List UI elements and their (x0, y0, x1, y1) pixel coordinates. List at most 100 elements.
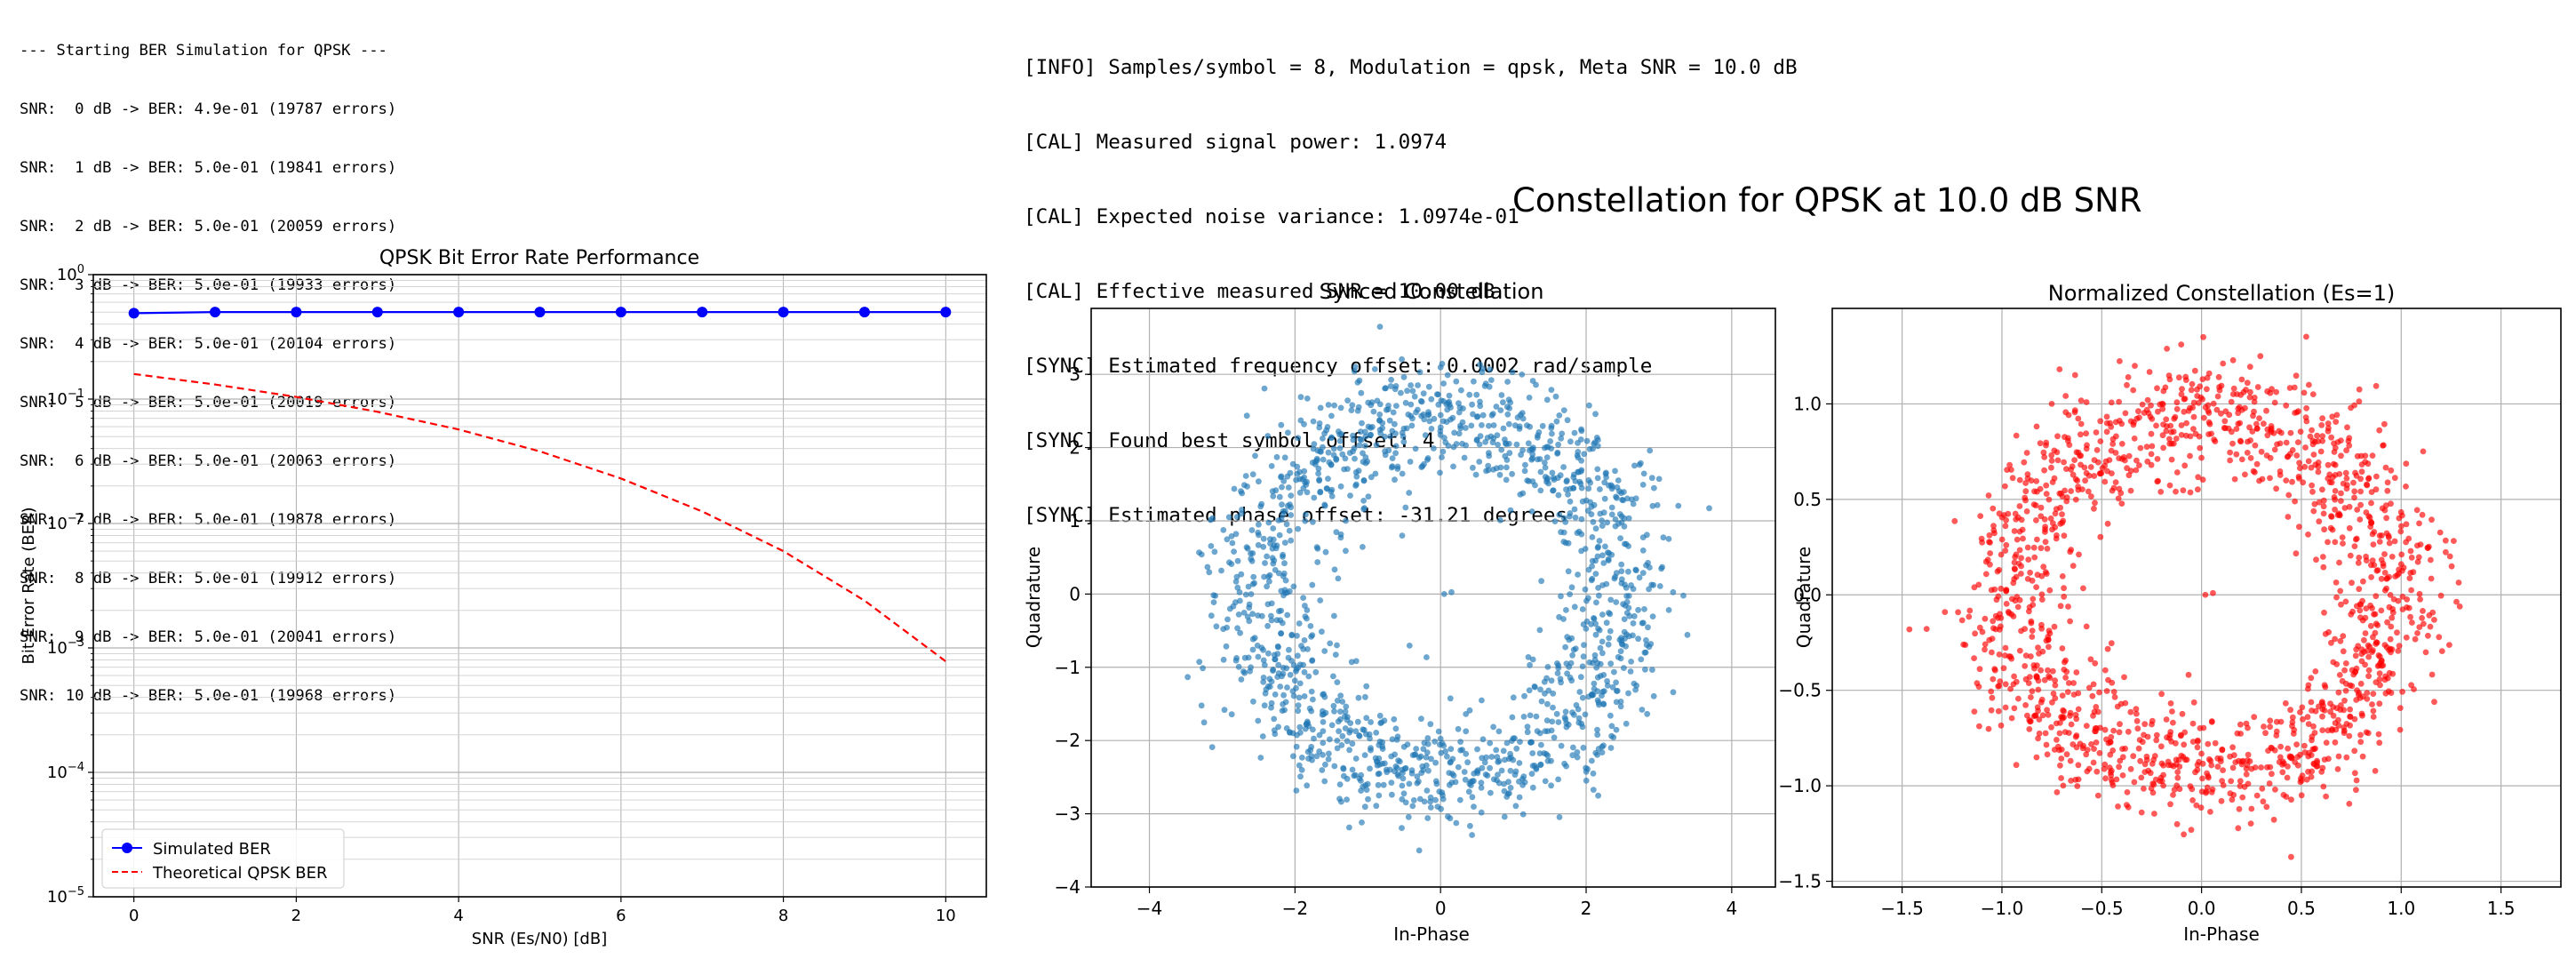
constellation-point (1473, 436, 1480, 443)
constellation-point (1233, 514, 1240, 521)
constellation-point (1278, 473, 1285, 480)
constellation-point (2163, 716, 2170, 723)
constellation-point (2340, 648, 2347, 655)
constellation-point (2070, 680, 2078, 686)
constellation-point (1516, 794, 1523, 801)
constellation-point (1276, 531, 1283, 539)
constellation-point (1542, 460, 1548, 466)
console-line: [CAL] Measured signal power: 1.0974 (1024, 131, 1448, 154)
constellation-point (1340, 764, 1347, 771)
constellation-point (2247, 388, 2253, 396)
constellation-point (2367, 518, 2374, 525)
constellation-point (2132, 363, 2138, 369)
constellation-point (1565, 568, 1572, 575)
constellation-point (2065, 603, 2071, 610)
constellation-point (1287, 671, 1294, 678)
constellation-point (2356, 386, 2363, 393)
constellation-point (2019, 526, 2026, 533)
constellation-point (1325, 476, 1331, 482)
constellation-point (1265, 650, 1272, 657)
ber-axes-frame (92, 274, 987, 898)
constellation-point (2159, 405, 2166, 412)
constellation-point (2261, 420, 2267, 428)
constellation-point (1617, 535, 1623, 541)
constellation-point (1246, 618, 1253, 625)
constellation-point (1625, 515, 1632, 522)
constellation-point (2103, 413, 2110, 420)
constellation-point (2347, 552, 2354, 559)
constellation-point (1565, 722, 1572, 728)
constellation-point (1208, 612, 1215, 619)
constellation-point (2045, 712, 2052, 718)
constellation-point (1507, 507, 1514, 514)
constellation-point (1310, 518, 1316, 525)
constellation-point (1445, 813, 1451, 820)
constellation-point (2023, 508, 2030, 515)
constellation-point (2273, 718, 2280, 725)
constellation-point (1608, 504, 1615, 511)
constellation-point (1400, 373, 1408, 380)
constellation-point (1479, 422, 1485, 428)
constellation-point (1432, 739, 1439, 745)
constellation-point (1414, 779, 1421, 787)
constellation-point (1238, 571, 1245, 578)
constellation-point (1607, 745, 1615, 751)
constellation-point (2238, 376, 2245, 383)
constellation-point (2088, 741, 2094, 747)
constellation-point (2301, 742, 2308, 749)
constellation-point (1600, 742, 1607, 749)
constellation-point (1270, 525, 1277, 531)
constellation-point (2265, 747, 2271, 754)
constellation-point (1304, 646, 1311, 652)
constellation-point (2319, 727, 2326, 733)
constellation-point (2257, 353, 2264, 360)
constellation-point (2013, 432, 2020, 439)
constellation-point (2026, 603, 2033, 611)
constellation-point (2189, 797, 2197, 803)
constellation-point (1331, 707, 1337, 715)
constellation-point (2155, 408, 2161, 415)
constellation-point (2109, 747, 2117, 754)
constellation-point (2097, 438, 2104, 444)
constellation-point (2267, 717, 2274, 724)
normalized-ylabel: Quadrature (1793, 547, 1814, 648)
constellation-point (1411, 393, 1418, 400)
constellation-point (1626, 612, 1633, 619)
constellation-point (2110, 727, 2117, 734)
constellation-point (2208, 762, 2215, 769)
constellation-point (1558, 435, 1565, 442)
constellation-point (1424, 815, 1432, 821)
constellation-point (1556, 814, 1563, 820)
constellation-point (2031, 554, 2038, 561)
constellation-point (1348, 659, 1355, 666)
constellation-point (1317, 597, 1324, 603)
constellation-point (1524, 723, 1531, 731)
constellation-point (1519, 781, 1526, 788)
constellation-point (1551, 734, 1558, 741)
x-tick-label: 4 (453, 907, 463, 925)
constellation-point (2443, 548, 2449, 555)
constellation-point (1268, 699, 1275, 707)
constellation-point (1313, 753, 1320, 760)
constellation-point (2336, 559, 2342, 566)
constellation-point (2325, 539, 2331, 546)
constellation-point (2181, 462, 2189, 469)
constellation-point (2288, 796, 2294, 803)
constellation-point (2131, 436, 2138, 442)
constellation-point (1554, 660, 1560, 667)
constellation-point (1488, 412, 1495, 419)
constellation-point (2378, 657, 2385, 664)
constellation-point (1200, 665, 1206, 672)
constellation-point (1307, 747, 1314, 754)
constellation-point (2279, 769, 2286, 776)
constellation-point (1356, 775, 1363, 782)
constellation-point (1596, 627, 1603, 634)
constellation-point (2096, 470, 2103, 477)
constellation-point (1318, 449, 1324, 455)
constellation-point (1295, 652, 1301, 659)
constellation-point (2385, 532, 2392, 539)
constellation-point (1343, 547, 1349, 555)
constellation-point (2238, 456, 2245, 463)
constellation-point (1272, 656, 1278, 663)
constellation-point (1504, 790, 1511, 797)
